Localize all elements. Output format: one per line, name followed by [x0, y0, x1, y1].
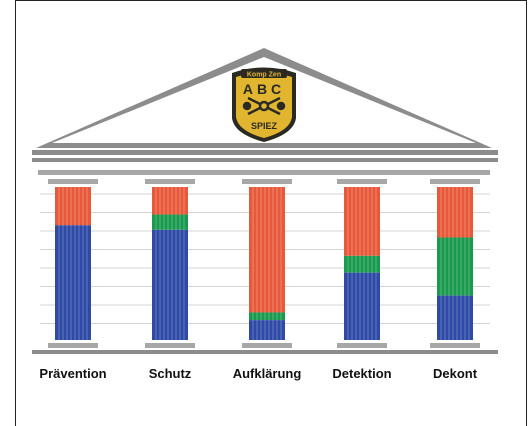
base-beam — [32, 350, 498, 354]
pillar-capital — [48, 179, 98, 184]
pillar-capital — [145, 179, 195, 184]
logo-main-text: ABC — [243, 81, 285, 97]
entablature-beam — [32, 158, 498, 162]
pillar-segment-green — [344, 255, 380, 273]
pillar-capital — [242, 179, 292, 184]
pillar-segment-blue — [437, 295, 473, 340]
pillar — [430, 179, 480, 348]
top-beam — [38, 170, 490, 175]
pillar-label: Detektion — [332, 366, 392, 381]
pillar-plinth — [337, 343, 387, 348]
logo-top-text: Komp Zen — [247, 72, 281, 79]
abc-spiez-logo: Komp Zen ABC SPIEZ — [232, 67, 296, 142]
pillar — [48, 179, 98, 348]
pillar-segment-orange — [249, 187, 285, 313]
crossed-tools-icon — [242, 96, 286, 116]
pillar-segment-green — [249, 312, 285, 321]
logo-bottom-text: SPIEZ — [251, 121, 278, 131]
pillar — [145, 179, 195, 348]
entablature-beam — [32, 150, 498, 155]
pillar-segment-blue — [152, 229, 188, 340]
pillar-capital — [430, 179, 480, 184]
pillars — [48, 179, 480, 348]
pillar-segment-blue — [344, 272, 380, 340]
pillar — [337, 179, 387, 348]
pillar-label: Prävention — [39, 366, 107, 381]
pillar-segment-orange — [152, 187, 188, 215]
pillar-plinth — [48, 343, 98, 348]
pillar-segment-blue — [249, 320, 285, 340]
pillar-label: Schutz — [148, 366, 192, 381]
pillar-segment-orange — [437, 187, 473, 238]
pillar-segment-orange — [55, 187, 91, 226]
pillar-plinth — [145, 343, 195, 348]
pillar-plinth — [242, 343, 292, 348]
pillar-segment-green — [437, 237, 473, 296]
pillar — [242, 179, 292, 348]
pillar-capital — [337, 179, 387, 184]
pillar-label: Dekont — [432, 366, 478, 381]
pillar-segment-green — [152, 214, 188, 230]
badge-banner — [241, 69, 287, 78]
pillar-segment-orange — [344, 187, 380, 256]
pillar-plinth — [430, 343, 480, 348]
pillar-label: Aufklärung — [232, 366, 302, 381]
pillar-segment-blue — [55, 225, 91, 340]
